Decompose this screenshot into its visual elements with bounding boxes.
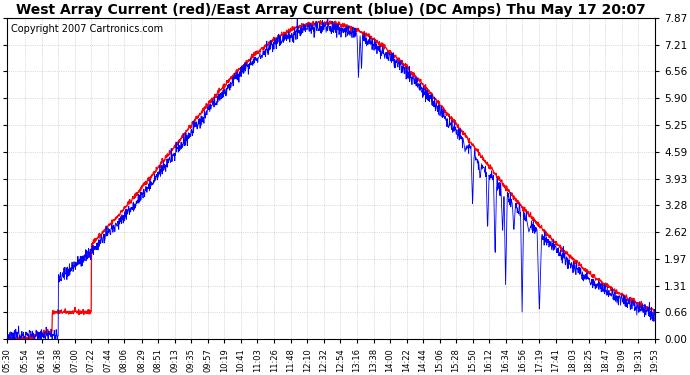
Text: Copyright 2007 Cartronics.com: Copyright 2007 Cartronics.com	[10, 24, 163, 34]
Title: West Array Current (red)/East Array Current (blue) (DC Amps) Thu May 17 20:07: West Array Current (red)/East Array Curr…	[17, 3, 646, 17]
